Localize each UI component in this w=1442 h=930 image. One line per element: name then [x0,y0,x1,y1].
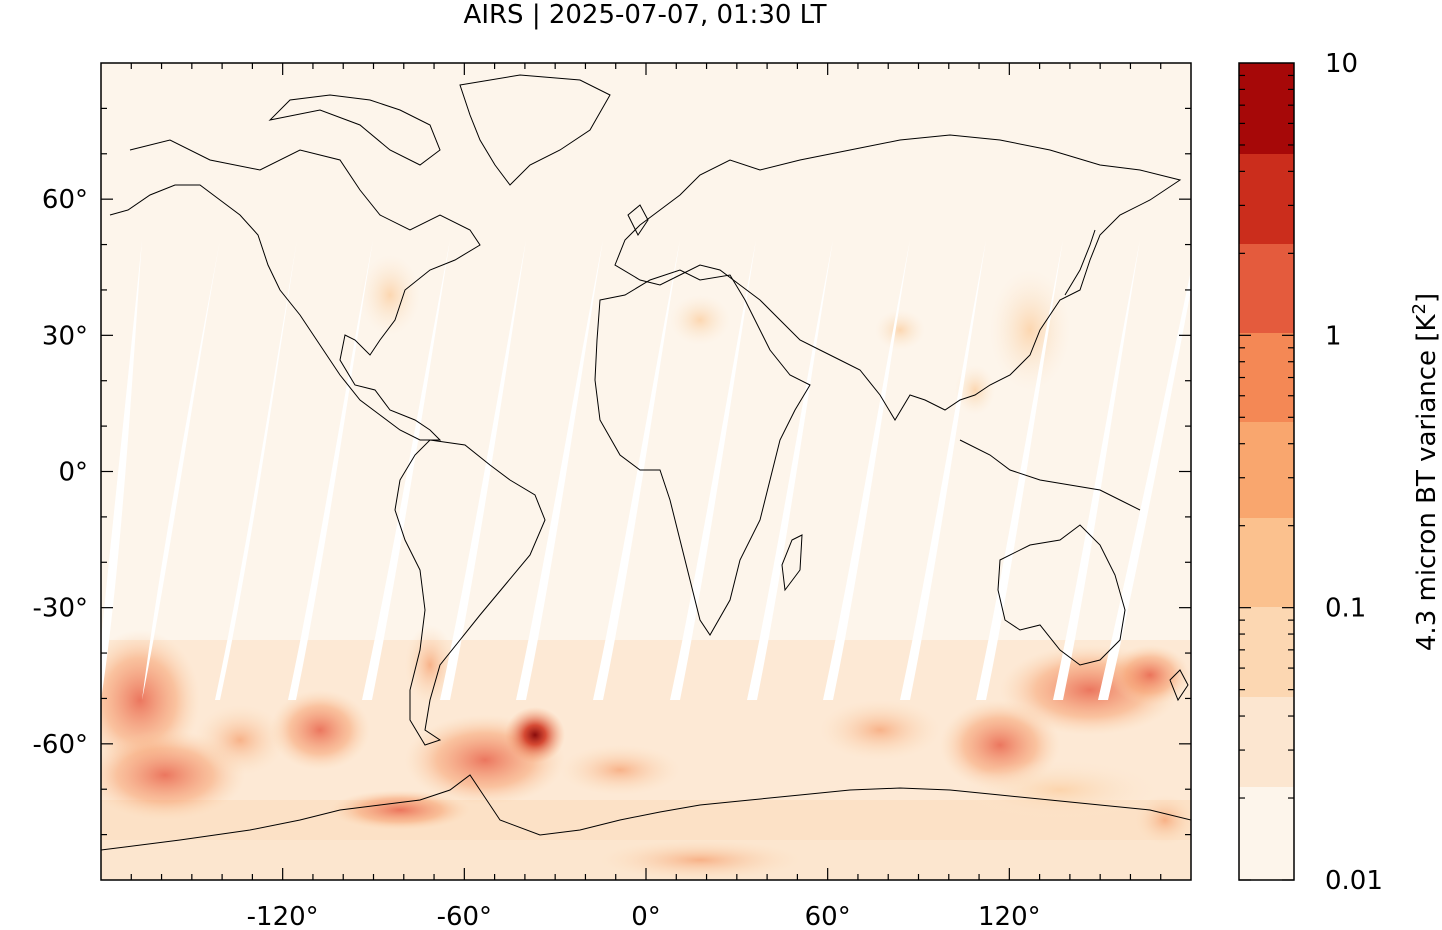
variance-blob [330,790,470,830]
colorbar-tick-label: 0.01 [1325,866,1383,896]
coastline-eurasia [614,134,1182,421]
map-title: AIRS | 2025-07-07, 01:30 LT [463,0,827,30]
colorbar-title-end: ] [1412,293,1442,303]
colorbar-frame [1238,62,1295,881]
coastline-antarctica [101,774,1191,851]
coastline-madagascar [781,534,803,592]
coastline-australia [997,524,1126,666]
variance-blob [270,690,370,770]
colorbar-bin [1239,787,1294,880]
variance-blob [405,625,455,705]
x-tick-label: -60° [437,902,492,930]
colorbar-bin [1239,154,1294,244]
colorbar-bins [1239,63,1294,880]
variance-field [101,74,1191,880]
colorbar-title-sup: 2 [1409,303,1430,314]
y-tick-label: 60° [42,185,88,215]
colorbar-bin [1239,518,1294,607]
y-tick-label: 30° [42,321,88,351]
coastline-new-zealand [1169,669,1189,702]
map-panel [100,62,1192,881]
orbit-gap [1053,240,1140,700]
variance-blob [560,745,680,795]
colorbar-ticks [1239,74,1294,881]
colorbar-tick-label: 10 [1325,49,1358,79]
coastline-north-america [109,139,481,441]
variance-blob [955,365,995,415]
orbit-gap [516,240,603,700]
map-ticks [101,63,1191,880]
colorbar-title-main: 4.3 micron BT variance [K [1412,314,1442,652]
variance-blob [195,705,285,775]
y-tick-label: -60° [33,730,88,760]
variance-blob [875,310,925,350]
orbit-gap [142,240,220,700]
x-tick-label: -120° [247,902,319,930]
x-tick-label: 60° [805,902,851,930]
variance-blob [600,840,800,880]
variance-blob [1110,645,1190,705]
y-tick-label: 0° [58,458,88,488]
coastline-africa-europe [594,269,811,636]
coastline-greenland [459,74,611,186]
x-tick-label: 0° [631,902,661,930]
variance-blob [960,760,1160,820]
variance-blob [820,700,940,760]
orbit-gap [747,240,833,700]
coastline-japan [1064,229,1096,296]
coastline-arctic-islands [268,94,441,166]
colorbar-bin [1239,422,1294,518]
colorbar-bin [1239,333,1294,422]
variance-blob [990,270,1070,390]
orbit-gap [101,240,142,700]
coastline-south-america [394,439,546,746]
variance-blob [360,255,420,335]
colorbar-tick-label: 0.1 [1325,594,1366,624]
colorbar-bin [1239,697,1294,787]
coastlines [101,74,1191,851]
orbit-gaps [101,240,1191,700]
colorbar-bin [1239,63,1294,154]
orbit-gap [593,240,680,700]
x-tick-label: 120° [978,902,1041,930]
colorbar-tick-label: 1 [1325,321,1342,351]
colorbar-bin [1239,607,1294,697]
variance-blob [1135,795,1191,845]
coastline-uk [627,204,649,236]
orbit-gap [976,240,1063,700]
y-tick-label: -30° [33,594,88,624]
variance-blob [670,295,730,345]
colorbar: 4.3 micron BT variance [K2] [1238,62,1442,881]
variance-blob [505,707,565,763]
colorbar-bin [1239,244,1294,333]
coastline-indonesia [959,439,1141,511]
colorbar-title: 4.3 micron BT variance [K2] [1409,293,1442,651]
orbit-gap [823,240,910,700]
